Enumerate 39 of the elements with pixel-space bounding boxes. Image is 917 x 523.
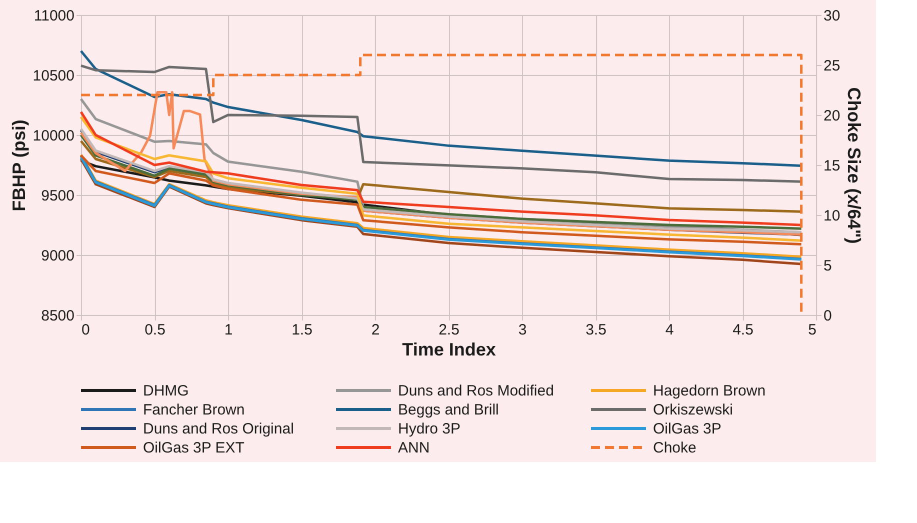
legend-label: Hydro 3P [398,420,461,438]
legend-label: Beggs and Brill [398,402,499,418]
y-tick-label: 8500 [41,308,74,324]
x-tick-label: 5 [808,322,816,338]
x-tick-label: 1.5 [292,322,312,338]
legend-label: DHMG [143,382,189,400]
y2-tick-label: 25 [824,58,840,74]
legend-label: Fancher Brown [143,402,245,418]
legend-label: Duns and Ros Original [143,420,294,438]
y-tick-label: 10000 [32,128,74,144]
y2-tick-label: 30 [824,8,840,24]
y-tick-label: 11000 [34,8,74,24]
legend-label: OilGas 3P EXT [143,440,244,456]
y2-tick-label: 20 [824,108,840,124]
x-tick-label: 1 [224,322,233,338]
y-tick-label: 9000 [41,248,74,264]
legend-label: ANN [398,440,430,456]
y-tick-label: 10500 [32,68,74,84]
x-tick-label: 3.5 [586,322,606,338]
x-tick-label: 0.5 [144,322,166,338]
legend-label: Orkiszewski [653,402,734,418]
x-tick-label: 3 [518,322,527,338]
y-axis-title: FBHP (psi) [8,120,29,212]
x-axis-title: Time Index [402,340,496,360]
y-tick-label: 9500 [41,188,74,204]
y2-tick-label: 10 [824,208,840,224]
y2-axis-title: Choke Size (x/64") [844,87,864,244]
x-tick-label: 4 [665,322,674,338]
x-tick-label: 2 [371,322,380,338]
y2-tick-label: 0 [824,308,832,324]
legend-label: Duns and Ros Modified [398,382,554,400]
x-tick-label: 4.5 [732,322,754,338]
legend-label: Hagedorn Brown [653,382,766,400]
x-tick-label: 0 [82,322,90,338]
y2-tick-label: 15 [824,158,840,174]
x-tick-label: 2.5 [438,322,460,338]
y2-tick-label: 5 [824,258,832,274]
legend-label: Choke [653,440,696,456]
legend-label: OilGas 3P [653,420,722,438]
